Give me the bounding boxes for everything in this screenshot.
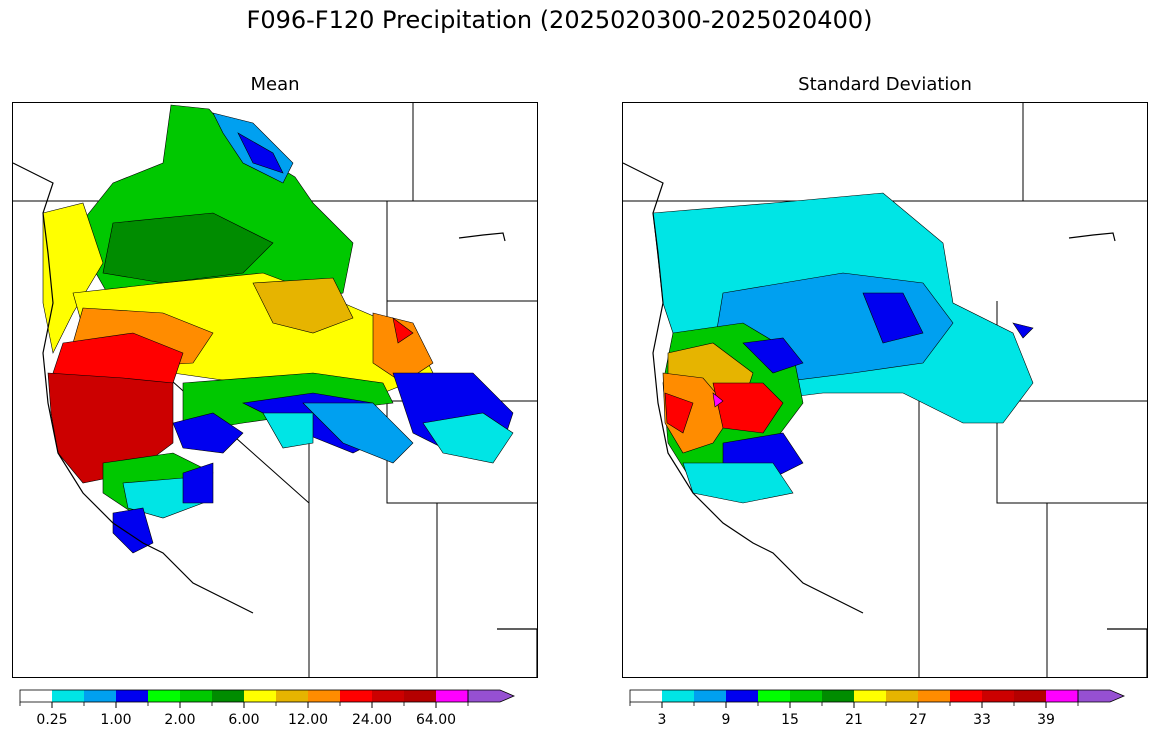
stddev-colorbar-tick-label: 3 — [658, 712, 667, 728]
stddev-colorbar-tick-label: 9 — [722, 712, 731, 728]
stddev-colorbar-tick-label: 39 — [1037, 712, 1055, 728]
mean-panel-title: Mean — [250, 74, 300, 95]
mean-colorbar-tick-label: 64.00 — [416, 712, 456, 728]
mean-colorbar-swatch — [308, 690, 340, 702]
stddev-colorbar-swatch — [918, 690, 950, 702]
mean-colorbar-swatch — [180, 690, 212, 702]
mean-colorbar: 0.25 1.00 2.00 6.00 12.00 24.00 64.00 — [19, 686, 530, 736]
stddev-colorbar-swatch-extend — [1077, 689, 1126, 703]
stddev-colorbar-tick-label: 27 — [909, 712, 927, 728]
mean-colorbar-swatch-extend — [467, 689, 516, 703]
stddev-colorbar-swatch — [630, 690, 662, 702]
mean-colorbar-tick-label: 24.00 — [352, 712, 392, 728]
stddev-map — [622, 102, 1148, 678]
stddev-colorbar-tick-label: 33 — [973, 712, 991, 728]
mean-colorbar-tick-label: 1.00 — [100, 712, 131, 728]
stddev-colorbar-swatch — [1014, 690, 1046, 702]
mean-colorbar-tick-label: 12.00 — [288, 712, 328, 728]
stddev-colorbar: 3 9 15 21 27 33 39 — [629, 686, 1140, 736]
mean-colorbar-swatch — [276, 690, 308, 702]
stddev-colorbar-swatch — [694, 690, 726, 702]
stddev-colorbar-swatch — [822, 690, 854, 702]
mean-colorbar-swatch — [148, 690, 180, 702]
mean-colorbar-swatch — [116, 690, 148, 702]
stddev-colorbar-tick-label: 15 — [781, 712, 799, 728]
mean-colorbar-swatch — [404, 690, 436, 702]
stddev-colorbar-swatch — [886, 690, 918, 702]
stddev-colorbar-swatch — [950, 690, 982, 702]
stddev-panel-title: Standard Deviation — [798, 74, 972, 95]
stddev-colorbar-swatch — [726, 690, 758, 702]
stddev-colorbar-tick-label: 21 — [845, 712, 863, 728]
stddev-colorbar-swatch — [1046, 690, 1078, 702]
mean-colorbar-swatch — [84, 690, 116, 702]
mean-colorbar-swatch — [212, 690, 244, 702]
stddev-colorbar-swatch — [758, 690, 790, 702]
figure-title: F096-F120 Precipitation (2025020300-2025… — [246, 6, 873, 34]
mean-colorbar-swatch — [372, 690, 404, 702]
stddev-colorbar-swatch — [854, 690, 886, 702]
mean-colorbar-tick-label: 6.00 — [228, 712, 259, 728]
mean-map — [12, 102, 538, 678]
mean-colorbar-swatch — [52, 690, 84, 702]
stddev-colorbar-swatch — [662, 690, 694, 702]
mean-colorbar-tick-label: 2.00 — [164, 712, 195, 728]
mean-colorbar-swatch — [436, 690, 468, 702]
mean-colorbar-tick-label: 0.25 — [36, 712, 67, 728]
mean-colorbar-swatch — [244, 690, 276, 702]
stddev-colorbar-swatch — [790, 690, 822, 702]
mean-colorbar-swatch — [20, 690, 52, 702]
stddev-colorbar-swatch — [982, 690, 1014, 702]
mean-colorbar-swatch — [340, 690, 372, 702]
